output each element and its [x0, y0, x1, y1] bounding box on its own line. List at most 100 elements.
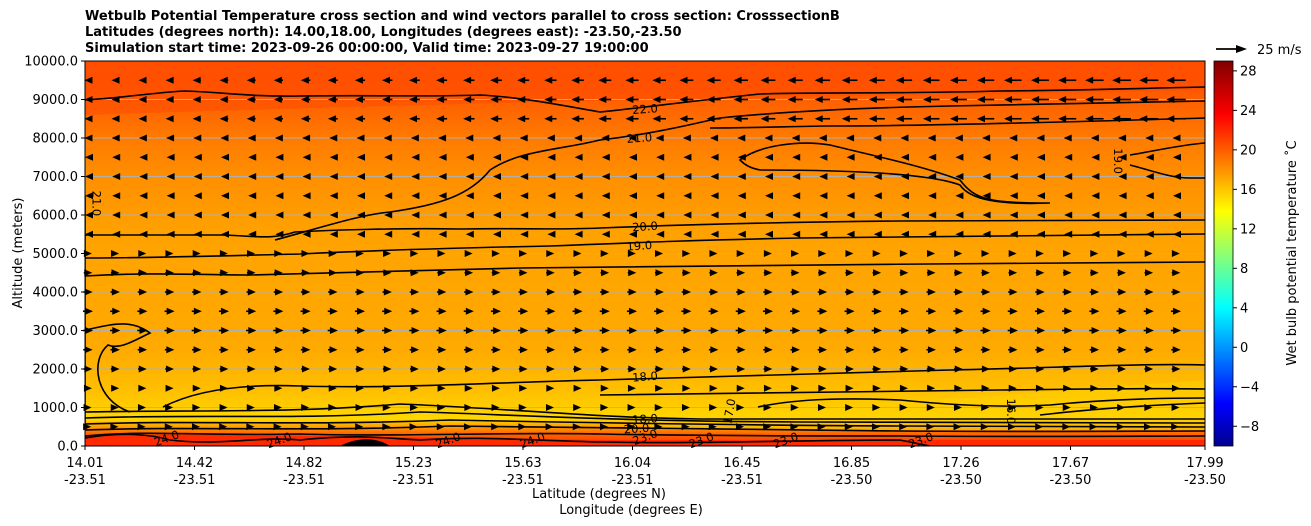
wind-arrow	[954, 384, 963, 392]
colorbar-tick-label: 24	[1240, 104, 1257, 119]
wind-arrow	[655, 250, 664, 257]
wind-arrow	[928, 211, 937, 219]
wind-arrow	[165, 115, 174, 123]
wind-arrow	[491, 346, 501, 354]
wind-arrow	[300, 307, 311, 315]
wind-arrow	[572, 346, 583, 354]
wind-arrow	[137, 423, 146, 431]
wind-arrow	[112, 211, 121, 219]
wind-arrow	[710, 192, 719, 200]
wind-arrow	[300, 423, 309, 431]
wind-arrow	[817, 346, 828, 354]
wind-arrow	[409, 346, 420, 354]
wind-arrow	[384, 211, 393, 219]
chart-title: Wetbulb Potential Temperature cross sect…	[85, 9, 840, 57]
x-tick-label-lat: 16.04	[614, 456, 651, 471]
y-tick-label: 2000.0	[33, 363, 79, 378]
wind-arrow	[818, 134, 827, 142]
wind-arrow	[491, 250, 500, 257]
wind-arrow	[927, 384, 936, 392]
wind-arrow	[302, 173, 311, 180]
wind-arrow	[1118, 173, 1127, 180]
wind-arrow	[518, 346, 528, 354]
wind-arrow	[598, 76, 612, 84]
wind-arrow	[1171, 346, 1181, 354]
wind-arrow	[1034, 327, 1046, 334]
wind-arrow	[1064, 173, 1073, 180]
wind-arrow	[819, 192, 828, 200]
colorbar-tick-label: 16	[1240, 183, 1257, 198]
wind-arrow	[463, 96, 475, 103]
wind-arrow	[438, 153, 447, 161]
wind-arrow	[166, 192, 175, 200]
wind-arrow	[1145, 211, 1154, 219]
wind-arrow	[328, 269, 338, 277]
wind-arrow	[221, 230, 229, 238]
wind-arrow	[817, 327, 828, 334]
wind-arrow	[600, 250, 609, 257]
wind-arrow	[517, 96, 530, 103]
wind-arrow	[357, 211, 365, 219]
wind-arrow	[1089, 288, 1100, 296]
wind-arrow	[710, 153, 719, 161]
wind-arrow	[1117, 250, 1126, 257]
wind-arrow	[547, 192, 556, 200]
wind-arrow	[1166, 96, 1186, 103]
wind-arrow	[926, 288, 936, 296]
wind-arrow	[1062, 365, 1072, 373]
wind-arrow	[709, 365, 718, 373]
wind-arrow	[790, 269, 800, 277]
wind-arrow	[219, 269, 229, 277]
wind-arrow	[355, 365, 365, 373]
wind-arrow	[436, 346, 447, 354]
wind-arrow	[763, 423, 772, 431]
wind-arrow	[110, 327, 121, 334]
terrain	[340, 439, 390, 446]
wind-arrow	[411, 173, 420, 180]
wind-arrow	[246, 365, 256, 373]
wind-arrow	[273, 307, 284, 315]
wind-arrow	[436, 96, 448, 103]
wind-arrow	[327, 96, 338, 103]
wind-arrow	[656, 211, 665, 219]
wind-arrow	[112, 173, 121, 180]
contour-24	[85, 433, 931, 446]
wind-arrow	[520, 173, 529, 180]
wind-arrow	[926, 307, 937, 315]
wind-arrow	[953, 288, 964, 296]
wind-arrow	[1034, 307, 1046, 315]
wind-arrow	[901, 153, 909, 161]
colorbar-tick-label: 12	[1240, 222, 1257, 237]
wind-arrow	[219, 423, 228, 431]
wind-arrow	[765, 211, 773, 219]
wind-arrow	[708, 288, 719, 296]
wind-arrow	[981, 250, 990, 257]
wind-arrow	[682, 365, 691, 373]
wind-arrow	[248, 192, 257, 200]
wind-arrow	[574, 211, 583, 219]
wind-arrow	[275, 173, 284, 180]
wind-arrow	[84, 134, 93, 142]
wind-arrow	[901, 211, 909, 219]
wind-arrow	[1145, 153, 1154, 161]
wind-arrow	[1063, 250, 1072, 257]
wind-arrow	[465, 211, 474, 219]
wind-arrow	[817, 307, 828, 315]
wind-arrow	[409, 423, 418, 431]
wind-arrow	[221, 173, 229, 180]
wind-arrow	[327, 327, 338, 334]
wind-arrow	[871, 307, 882, 315]
wind-arrow	[790, 327, 801, 334]
wind-arrow	[301, 250, 310, 257]
wind-arrow	[1004, 76, 1022, 84]
wind-arrow	[546, 384, 555, 392]
wind-arrow	[655, 384, 664, 392]
wind-arrow	[518, 307, 529, 315]
wind-arrow	[1171, 404, 1180, 411]
wind-arrow	[654, 269, 664, 277]
wind-arrow	[1035, 269, 1045, 277]
wind-arrow	[626, 307, 638, 315]
wind-arrow	[710, 230, 719, 238]
wind-arrow	[625, 96, 639, 103]
